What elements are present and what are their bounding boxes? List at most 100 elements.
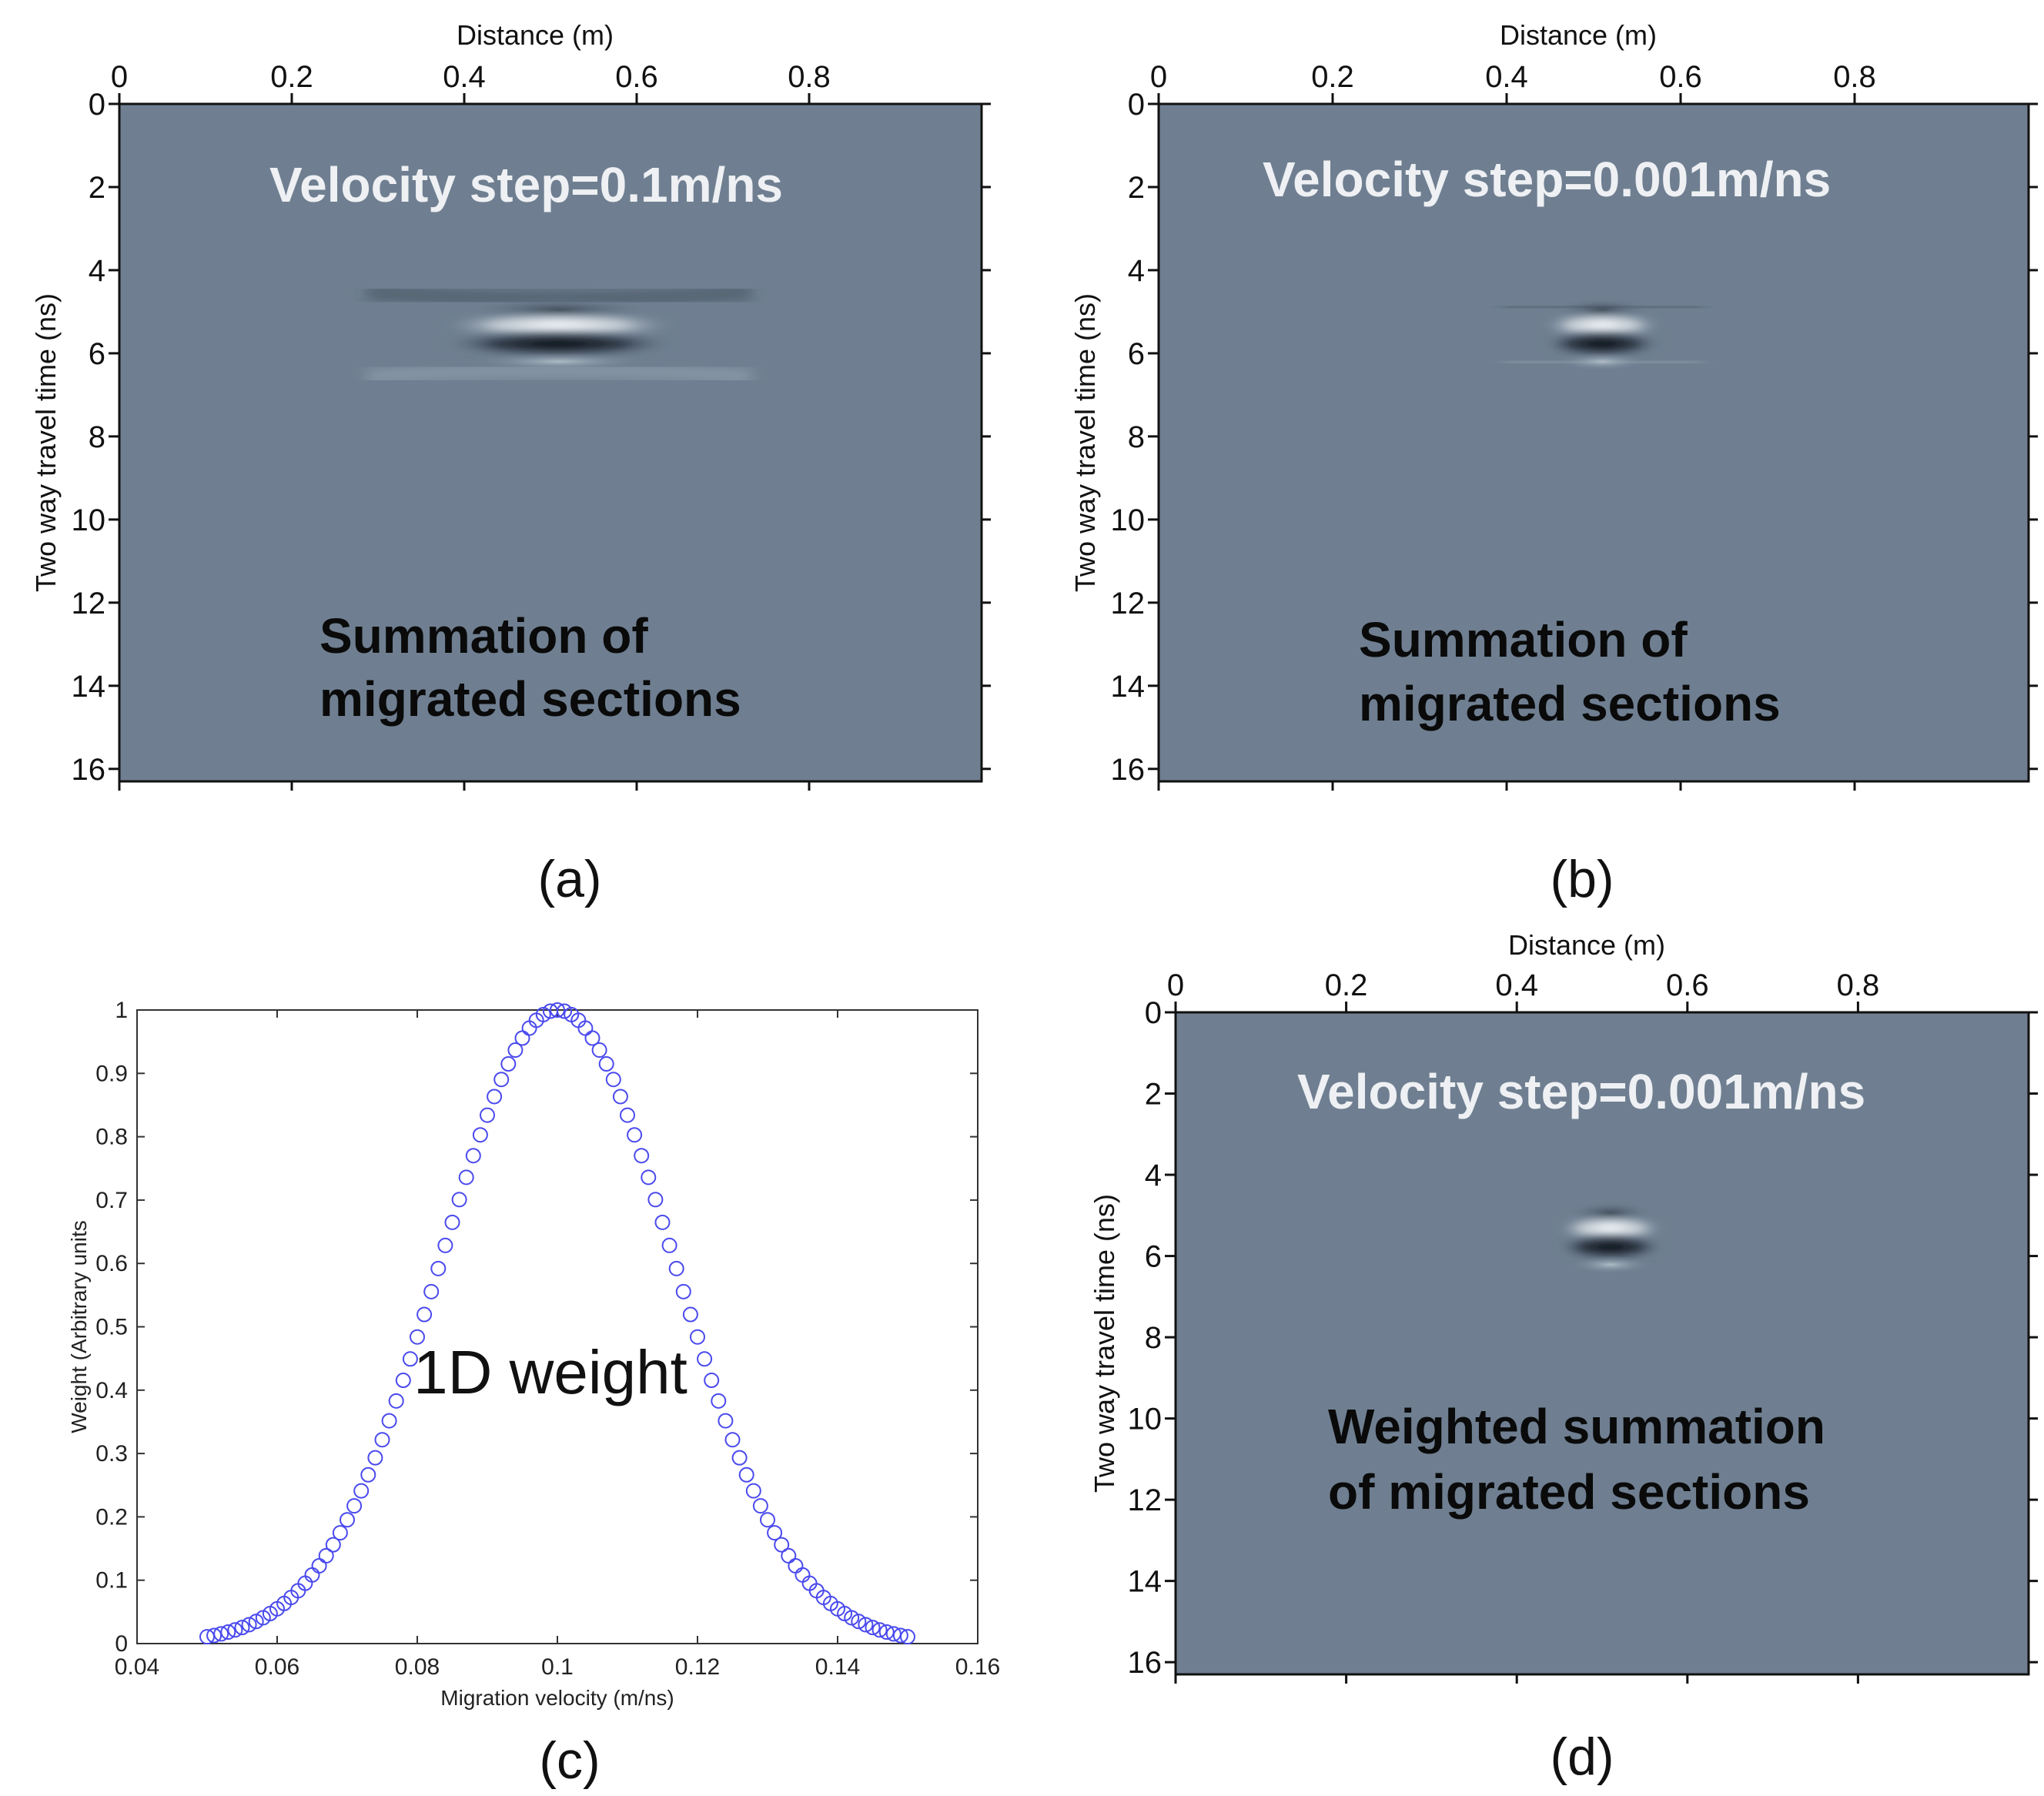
weight-point [584,1030,600,1046]
weight-point [241,1617,257,1633]
reflection-bright-band [1555,1214,1667,1242]
y-tick-label: 8 [1145,1321,1162,1355]
x-tick-label: 0.04 [115,1654,159,1680]
x-axis-label: Distance (m) [1500,19,1657,51]
panel-a: 0 0.2 0.4 0.6 0.8 0 2 4 6 8 10 12 14 16 Distance (m)… [30,19,991,908]
weight-point [550,1002,565,1018]
weight-point [711,1393,727,1409]
weight-point [220,1624,236,1640]
weight-point [416,1306,433,1323]
x-tick-label: 0 [1167,968,1184,1002]
panel-caption: (a) [537,850,601,908]
weight-point [430,1260,447,1276]
y-tick-label: 16 [1111,753,1146,787]
weight-point [353,1483,370,1499]
weight-point [325,1537,341,1553]
x-axis-label: Distance (m) [457,19,614,51]
weight-point [248,1614,264,1630]
weight-point [451,1192,467,1208]
reflection-dark-band [1541,330,1664,357]
reflection-lower-light [1556,352,1649,371]
x-tick-label: 0.2 [270,60,313,94]
weight-point [752,1498,768,1514]
y-tick-label: 10 [1111,503,1146,537]
x-tick-label: 0.2 [1311,60,1354,94]
weight-point [360,1467,376,1483]
y-axis-label: Two way travel time (ns) [1089,1194,1120,1493]
x-tick-label: 0.14 [815,1654,860,1680]
y-tick-label: 4 [1128,254,1145,288]
velocity-step-annotation: Velocity step=0.001m/ns [1263,152,1831,207]
x-tick-label: 0.6 [1659,60,1702,94]
x-axis-label: Migration velocity (m/ns) [440,1686,674,1710]
section-image [1159,104,2029,781]
weight-point [346,1498,363,1514]
y-tick-label: 8 [89,420,105,454]
y-tick-label: 0 [115,1631,128,1657]
x-tick-label: 0.4 [1495,968,1538,1002]
y-tick-label: 0 [1145,996,1162,1030]
panel-caption: (b) [1550,850,1614,908]
x-tick-label: 0.2 [1325,968,1368,1002]
y-tick-label: 2 [89,171,105,205]
x-tick-label: 0.12 [675,1654,720,1680]
y-tick-label: 0 [89,88,105,122]
weight-point [480,1107,495,1123]
y-tick-label: 14 [72,670,106,704]
weight-point [507,1042,524,1059]
weight-point [900,1629,915,1645]
weight-point [612,1089,628,1105]
reflection-anomaly [1502,297,1703,371]
weight-point [598,1056,614,1072]
weight-point [690,1329,705,1345]
weight-point [878,1624,895,1640]
weight-point [774,1537,790,1553]
weight-point [605,1072,621,1088]
x-axis-ticks: 0.04 0.06 0.08 0.1 0.12 0.14 0.16 [115,1010,1000,1680]
weight-point [844,1610,860,1626]
weight-point [227,1622,243,1638]
weight-point [634,1148,650,1164]
weight-point [871,1622,888,1638]
panel-b: 0 0.2 0.4 0.6 0.8 0 2 4 6 8 10 12 14 16 Distance (m)… [1069,19,2038,908]
y-tick-label: 6 [89,337,105,371]
y-tick-label: 8 [1128,420,1145,454]
y-tick-label: 10 [72,503,106,537]
weight-point [332,1525,348,1541]
x-tick-label: 0.8 [788,60,831,94]
y-tick-label: 0.6 [95,1251,128,1276]
y-tick-label: 10 [1128,1403,1163,1436]
weight-point [234,1620,250,1636]
y-tick-label: 16 [72,753,106,787]
weight-point [367,1450,383,1466]
section-image [1176,1012,2029,1674]
weight-point [381,1413,397,1429]
x-axis-ticks: 0 0.2 0.4 0.6 0.8 [111,60,831,791]
x-axis-ticks: 0 0.2 0.4 0.6 0.8 [1150,60,1876,791]
reflection-lower-light [1569,1255,1653,1274]
x-tick-label: 0.4 [443,60,486,94]
weight-point [388,1393,404,1409]
plot-frame [118,102,983,783]
weight-annotation: 1D weight [413,1338,687,1406]
panel-caption: (d) [1550,1727,1614,1786]
x-tick-label: 0.1 [541,1654,574,1680]
weight-point [318,1547,334,1564]
y-tick-label: 0 [1128,88,1145,122]
panel-c: 0.04 0.06 0.08 0.1 0.12 0.14 0.16 00.10.20.30.… [67,998,1000,1790]
weight-point [458,1169,474,1186]
y-tick-label: 0.7 [95,1188,128,1213]
y-tick-label: 6 [1145,1240,1162,1274]
y-tick-label: 4 [89,254,105,288]
y-axis-label: Two way travel time (ns) [1069,293,1101,592]
y-tick-label: 2 [1128,171,1145,205]
weight-point [423,1283,440,1299]
plot-frame [1174,1011,2030,1676]
y-axis-ticks: 0 2 4 6 8 10 12 14 16 [72,88,991,787]
plot-frame [1157,102,2030,783]
x-axis-label: Distance (m) [1508,929,1665,961]
weight-point [591,1042,607,1059]
weight-scatter-series [199,1002,915,1645]
weight-point [557,1003,573,1019]
weight-point [697,1351,713,1367]
